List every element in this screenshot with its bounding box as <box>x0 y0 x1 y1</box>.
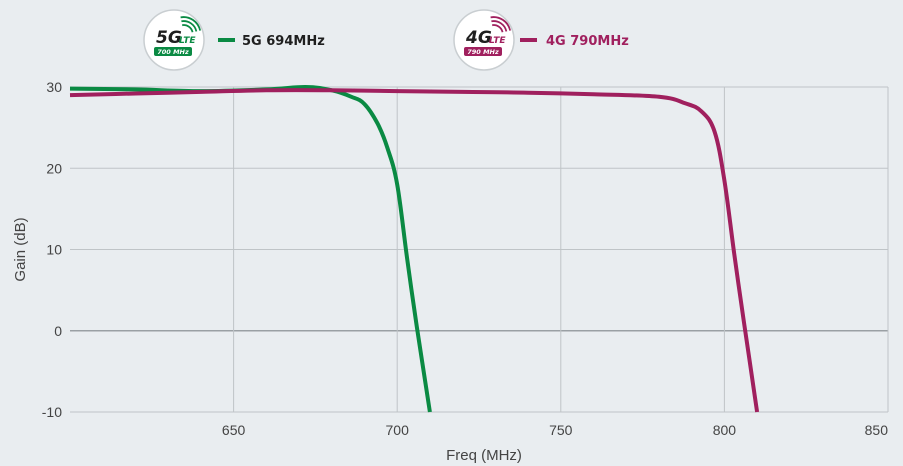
badge-band-text: 790 MHz <box>467 48 499 56</box>
legend-label: 4G 790MHz <box>546 34 629 49</box>
x-tick-label: 800 <box>713 422 737 438</box>
signal-wave-icon <box>490 16 512 31</box>
series-line-4g <box>69 88 760 413</box>
badge-main-text: 5G <box>156 28 182 48</box>
signal-wave-icon <box>181 20 198 32</box>
signal-wave-icon <box>182 24 194 33</box>
tick-labels: 30 20 10 0 -10 650 700 750 800 850 <box>42 79 888 438</box>
series-lines <box>69 84 760 413</box>
x-tick-label: 850 <box>865 422 889 438</box>
y-tick-label: -10 <box>42 404 62 420</box>
x-tick-label: 750 <box>549 422 573 438</box>
signal-wave-icon <box>492 24 504 33</box>
y-tick-label: 0 <box>54 323 62 339</box>
signal-wave-icon <box>180 16 202 31</box>
x-tick-label: 700 <box>386 422 410 438</box>
badge-band-strip <box>464 47 502 56</box>
y-axis-title: Gain (dB) <box>12 217 29 281</box>
badge-sub-text: LTE <box>489 36 506 46</box>
y-tick-label: 20 <box>46 160 62 176</box>
y-tick-label: 30 <box>46 79 62 95</box>
grid <box>70 86 889 413</box>
badge-band-text: 700 MHz <box>157 48 189 56</box>
legend-label: 5G 694MHz <box>242 34 325 49</box>
x-axis-title: Freq (MHz) <box>446 447 522 464</box>
y-tick-label: 10 <box>46 242 62 258</box>
badge-band-strip <box>154 47 192 56</box>
badge-main-text: 4G <box>465 28 492 48</box>
signal-wave-icon <box>491 20 508 32</box>
badge-sub-text: LTE <box>179 36 196 46</box>
x-tick-label: 650 <box>222 422 246 438</box>
